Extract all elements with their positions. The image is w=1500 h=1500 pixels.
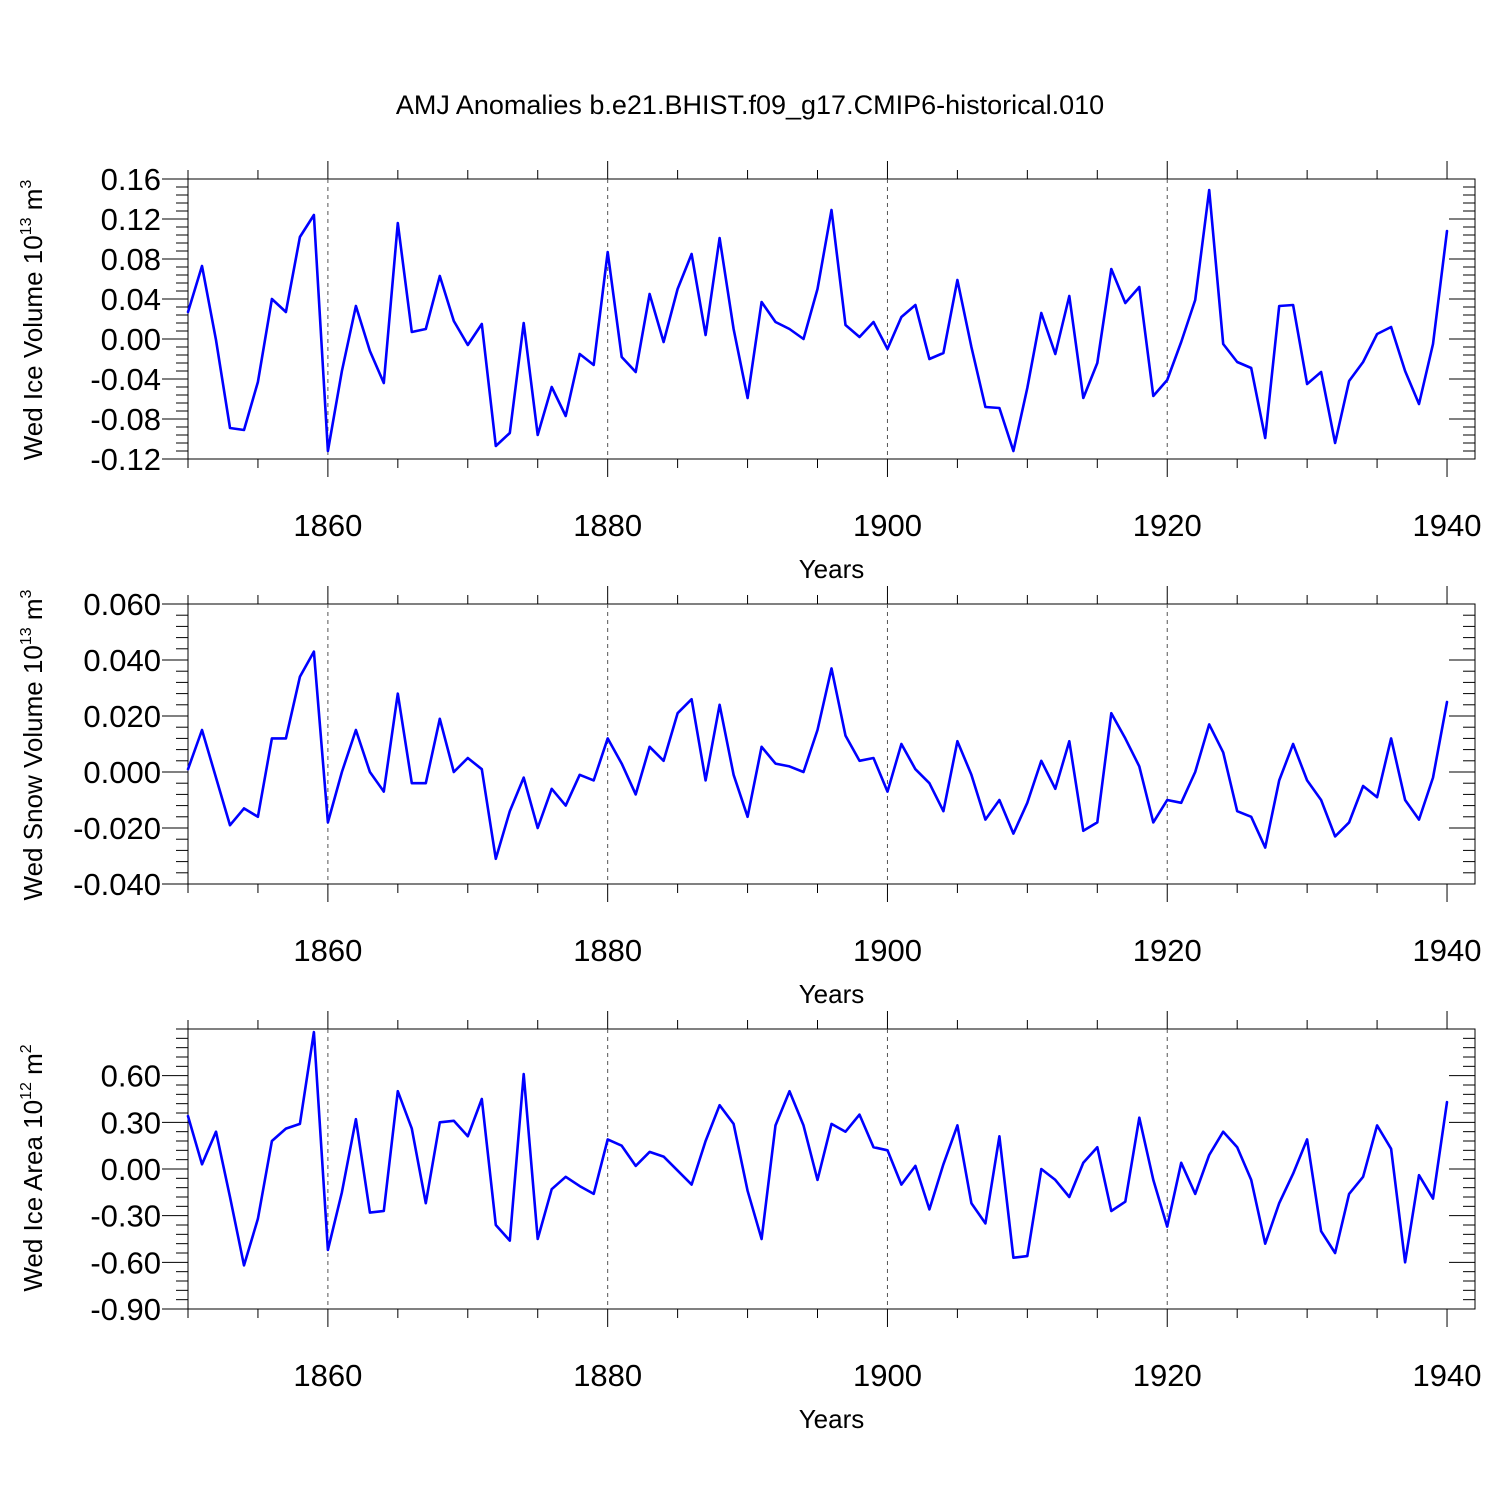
y-axis-title-exponent: 13 <box>18 217 35 235</box>
y-axis-title: Wed Ice Area 1012 m2 <box>18 1044 48 1291</box>
y-axis-title: Wed Snow Volume 1013 m3 <box>18 589 48 900</box>
y-tick-label: 0.060 <box>83 587 161 622</box>
x-axis-title: Years <box>799 979 865 1009</box>
y-axis-title: Wed Ice Volume 1013 m3 <box>18 180 48 461</box>
y-tick-label: -0.60 <box>90 1245 161 1280</box>
y-tick-label: -0.08 <box>90 402 161 437</box>
y-tick-label: 0.00 <box>101 322 161 357</box>
x-tick-label-1860: 1860 <box>293 933 362 968</box>
x-axis-title: Years <box>799 554 865 584</box>
x-tick-label-1880: 1880 <box>573 1358 642 1393</box>
x-tick-label-1940: 1940 <box>1413 933 1482 968</box>
y-axis-title-text: Wed Snow Volume 10 <box>18 645 48 900</box>
x-axis-title: Years <box>799 1404 865 1434</box>
panel-1: 1860 1880 1900 1920 1940 Years -0.12 -0.08 -0.04… <box>18 161 1482 584</box>
panel-2: 1860 1880 1900 1920 1940 Years -0.040 -0.020 0.0… <box>18 586 1482 1009</box>
x-tick-label-1940: 1940 <box>1413 1358 1482 1393</box>
series-line-3 <box>186 1030 1449 1267</box>
y-axis-title-unit: m <box>18 1053 48 1082</box>
x-tick-label-1860: 1860 <box>293 508 362 543</box>
series-line-2 <box>186 650 1449 861</box>
y-axis-title-unit-exponent: 3 <box>18 589 35 598</box>
x-tick-label-1880: 1880 <box>573 508 642 543</box>
x-tick-label-1900: 1900 <box>853 1358 922 1393</box>
panel-3: 1860 1880 1900 1920 1940 Years -0.90 -0.60 -0.30… <box>18 1011 1482 1434</box>
y-tick-label: 0.020 <box>83 699 161 734</box>
y-tick-label: -0.040 <box>73 867 161 902</box>
y-axis-title-text: Wed Ice Area 10 <box>18 1100 48 1292</box>
y-tick-label: -0.90 <box>90 1292 161 1327</box>
y-tick-label: 0.000 <box>83 755 161 790</box>
panels: 1860 1880 1900 1920 1940 Years -0.12 -0.08 -0.04… <box>18 161 1482 1434</box>
y-axis-title-unit: m <box>18 189 48 218</box>
y-tick-label: 0.60 <box>101 1059 161 1094</box>
y-tick-label: 0.04 <box>101 282 161 317</box>
y-tick-label: 0.00 <box>101 1152 161 1187</box>
y-axis-title-text: Wed Ice Volume 10 <box>18 235 48 460</box>
x-tick-label-1860: 1860 <box>293 1358 362 1393</box>
y-tick-label: -0.04 <box>90 362 161 397</box>
x-tick-label-1920: 1920 <box>1133 508 1202 543</box>
x-tick-label-1940: 1940 <box>1413 508 1482 543</box>
y-axis-title-unit-exponent: 2 <box>18 1044 35 1053</box>
y-tick-label: 0.16 <box>101 162 161 197</box>
series-line-1 <box>186 188 1449 453</box>
plot-frame <box>187 603 1476 885</box>
y-tick-label: 0.30 <box>101 1105 161 1140</box>
x-tick-label-1900: 1900 <box>853 933 922 968</box>
y-axis-title-unit: m <box>18 598 48 627</box>
x-tick-label-1900: 1900 <box>853 508 922 543</box>
y-axis-title-exponent: 12 <box>18 1082 35 1100</box>
figure-title: AMJ Anomalies b.e21.BHIST.f09_g17.CMIP6-… <box>396 90 1104 120</box>
y-tick-label: 0.040 <box>83 643 161 678</box>
y-tick-label: -0.30 <box>90 1199 161 1234</box>
plot-frame <box>187 178 1476 460</box>
y-axis-title-exponent: 13 <box>18 627 35 645</box>
y-tick-label: -0.020 <box>73 811 161 846</box>
y-tick-label: 0.08 <box>101 242 161 277</box>
y-axis-title-unit-exponent: 3 <box>18 180 35 189</box>
x-tick-label-1920: 1920 <box>1133 1358 1202 1393</box>
y-tick-label: -0.12 <box>90 442 161 477</box>
x-tick-label-1880: 1880 <box>573 933 642 968</box>
y-tick-label: 0.12 <box>101 202 161 237</box>
x-tick-label-1920: 1920 <box>1133 933 1202 968</box>
